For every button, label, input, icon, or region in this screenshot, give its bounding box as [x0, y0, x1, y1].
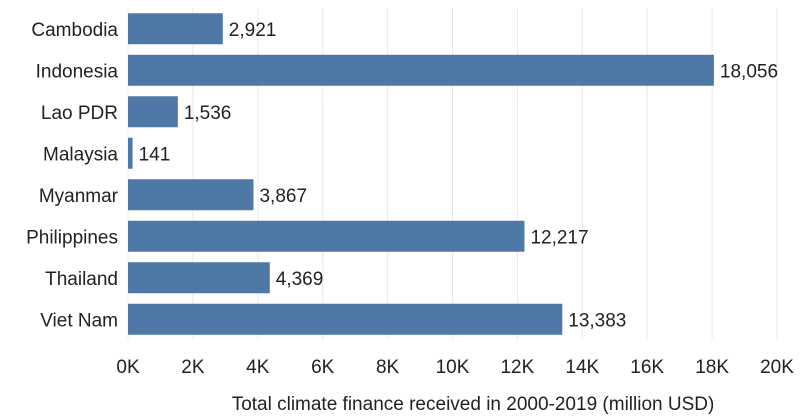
x-tick-label: 2K [181, 357, 205, 378]
value-label: 13,383 [568, 310, 626, 331]
category-label: Viet Nam [40, 310, 118, 331]
x-tick-label: 14K [565, 357, 599, 378]
bar [128, 179, 254, 211]
value-label: 141 [139, 144, 171, 165]
category-label: Thailand [45, 269, 118, 290]
x-tick-label: 16K [630, 357, 664, 378]
bar [128, 220, 525, 252]
bar-layer [128, 13, 714, 335]
bar [128, 262, 270, 294]
value-label: 12,217 [530, 227, 588, 248]
category-label: Malaysia [43, 144, 118, 165]
x-axis-title: Total climate finance received in 2000-2… [232, 394, 715, 415]
bar [128, 96, 178, 128]
value-label: 2,921 [229, 20, 277, 41]
category-label: Myanmar [39, 186, 119, 207]
value-label: 3,867 [259, 186, 307, 207]
bar [128, 137, 133, 169]
x-tick-label: 0K [116, 357, 140, 378]
x-tick-label: 6K [311, 357, 335, 378]
category-label: Philippines [26, 227, 118, 248]
x-tick-label: 20K [760, 357, 794, 378]
x-tick-label: 12K [500, 357, 534, 378]
x-tick-label: 8K [376, 357, 400, 378]
bar [128, 54, 714, 86]
bar [128, 303, 563, 335]
category-label: Lao PDR [41, 103, 118, 124]
value-label: 18,056 [720, 61, 778, 82]
x-tick-label: 4K [246, 357, 270, 378]
bar [128, 13, 223, 45]
x-axis-ticks: 0K 2K 4K 6K 8K 10K 12K 14K 16K 18K 20K [116, 357, 794, 378]
category-label: Indonesia [36, 61, 119, 82]
x-tick-label: 18K [695, 357, 729, 378]
x-tick-label: 10K [436, 357, 470, 378]
label-layer: Cambodia 2,921 Indonesia 18,056 Lao PDR 1,536… [26, 20, 778, 332]
value-label: 4,369 [276, 269, 324, 290]
value-label: 1,536 [184, 103, 232, 124]
category-label: Cambodia [31, 20, 118, 41]
